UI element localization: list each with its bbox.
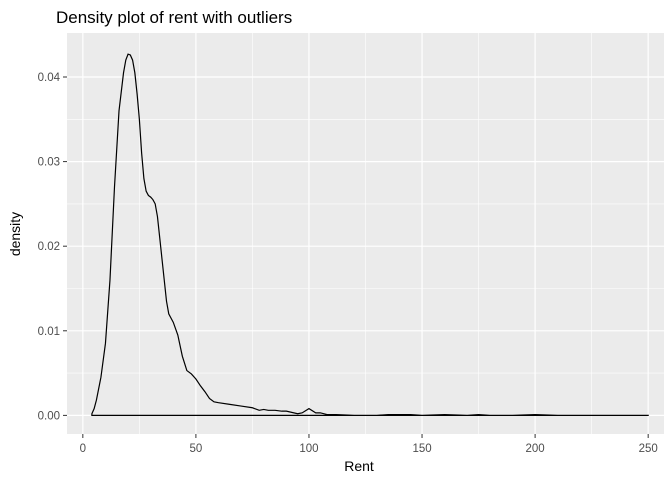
y-tick-label: 0.04 [38, 72, 61, 84]
x-tick-label: 200 [526, 443, 545, 455]
x-tick-label: 100 [299, 443, 318, 455]
x-tick-label: 0 [80, 443, 86, 455]
x-axis: 0 50 100 150 200 250 [80, 434, 658, 455]
minor-gridlines [67, 33, 664, 434]
x-tick-label: 250 [639, 443, 658, 455]
x-tick-label: 50 [189, 443, 202, 455]
density-curve [91, 53, 649, 416]
y-axis-title: density [7, 212, 23, 256]
y-tick-label: 0.01 [38, 326, 60, 338]
x-axis-title: Rent [344, 458, 374, 474]
y-tick-label: 0.02 [38, 241, 60, 253]
x-tick-label: 150 [412, 443, 431, 455]
y-tick-label: 0.00 [38, 410, 60, 422]
y-axis: 0.00 0.01 0.02 0.03 0.04 [38, 72, 67, 422]
chart-title: Density plot of rent with outliers [56, 8, 292, 27]
y-tick-label: 0.03 [38, 157, 60, 169]
